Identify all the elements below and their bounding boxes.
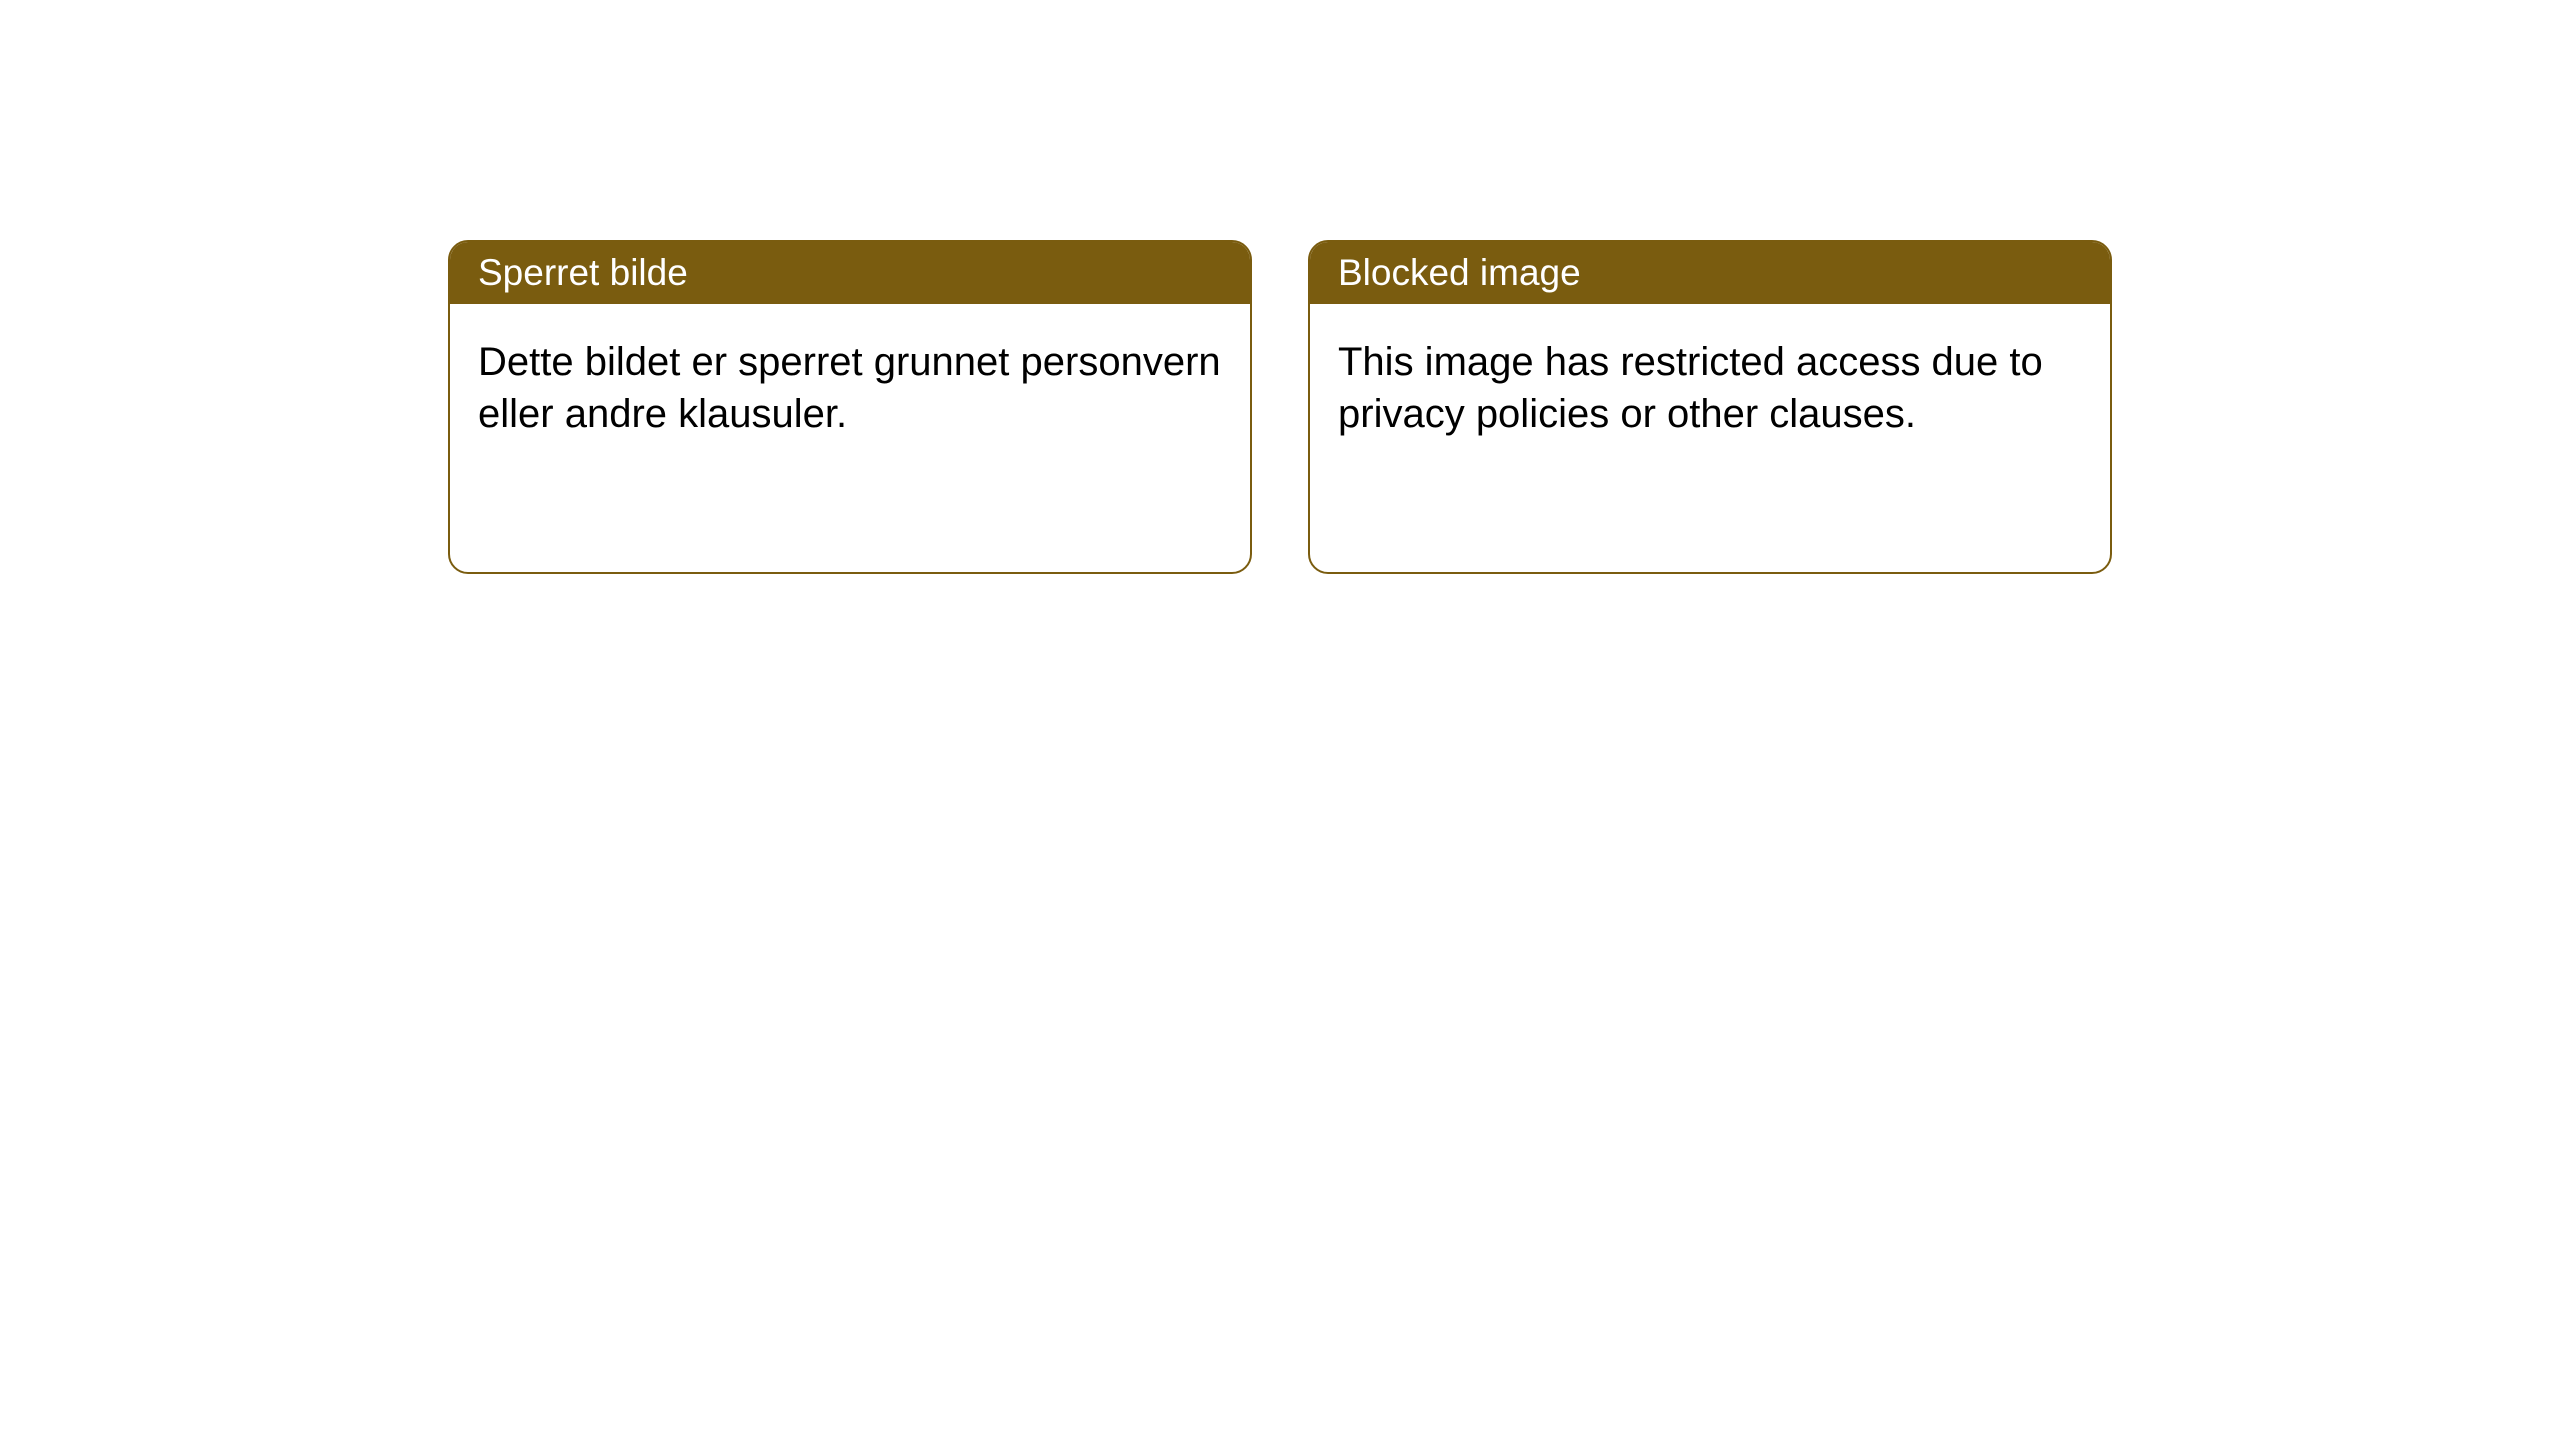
- notice-body-en: This image has restricted access due to …: [1310, 304, 2110, 472]
- notice-title-en: Blocked image: [1310, 242, 2110, 304]
- notice-container: Sperret bilde Dette bildet er sperret gr…: [0, 0, 2560, 574]
- notice-title-no: Sperret bilde: [450, 242, 1250, 304]
- notice-box-no: Sperret bilde Dette bildet er sperret gr…: [448, 240, 1252, 574]
- notice-body-no: Dette bildet er sperret grunnet personve…: [450, 304, 1250, 472]
- notice-box-en: Blocked image This image has restricted …: [1308, 240, 2112, 574]
